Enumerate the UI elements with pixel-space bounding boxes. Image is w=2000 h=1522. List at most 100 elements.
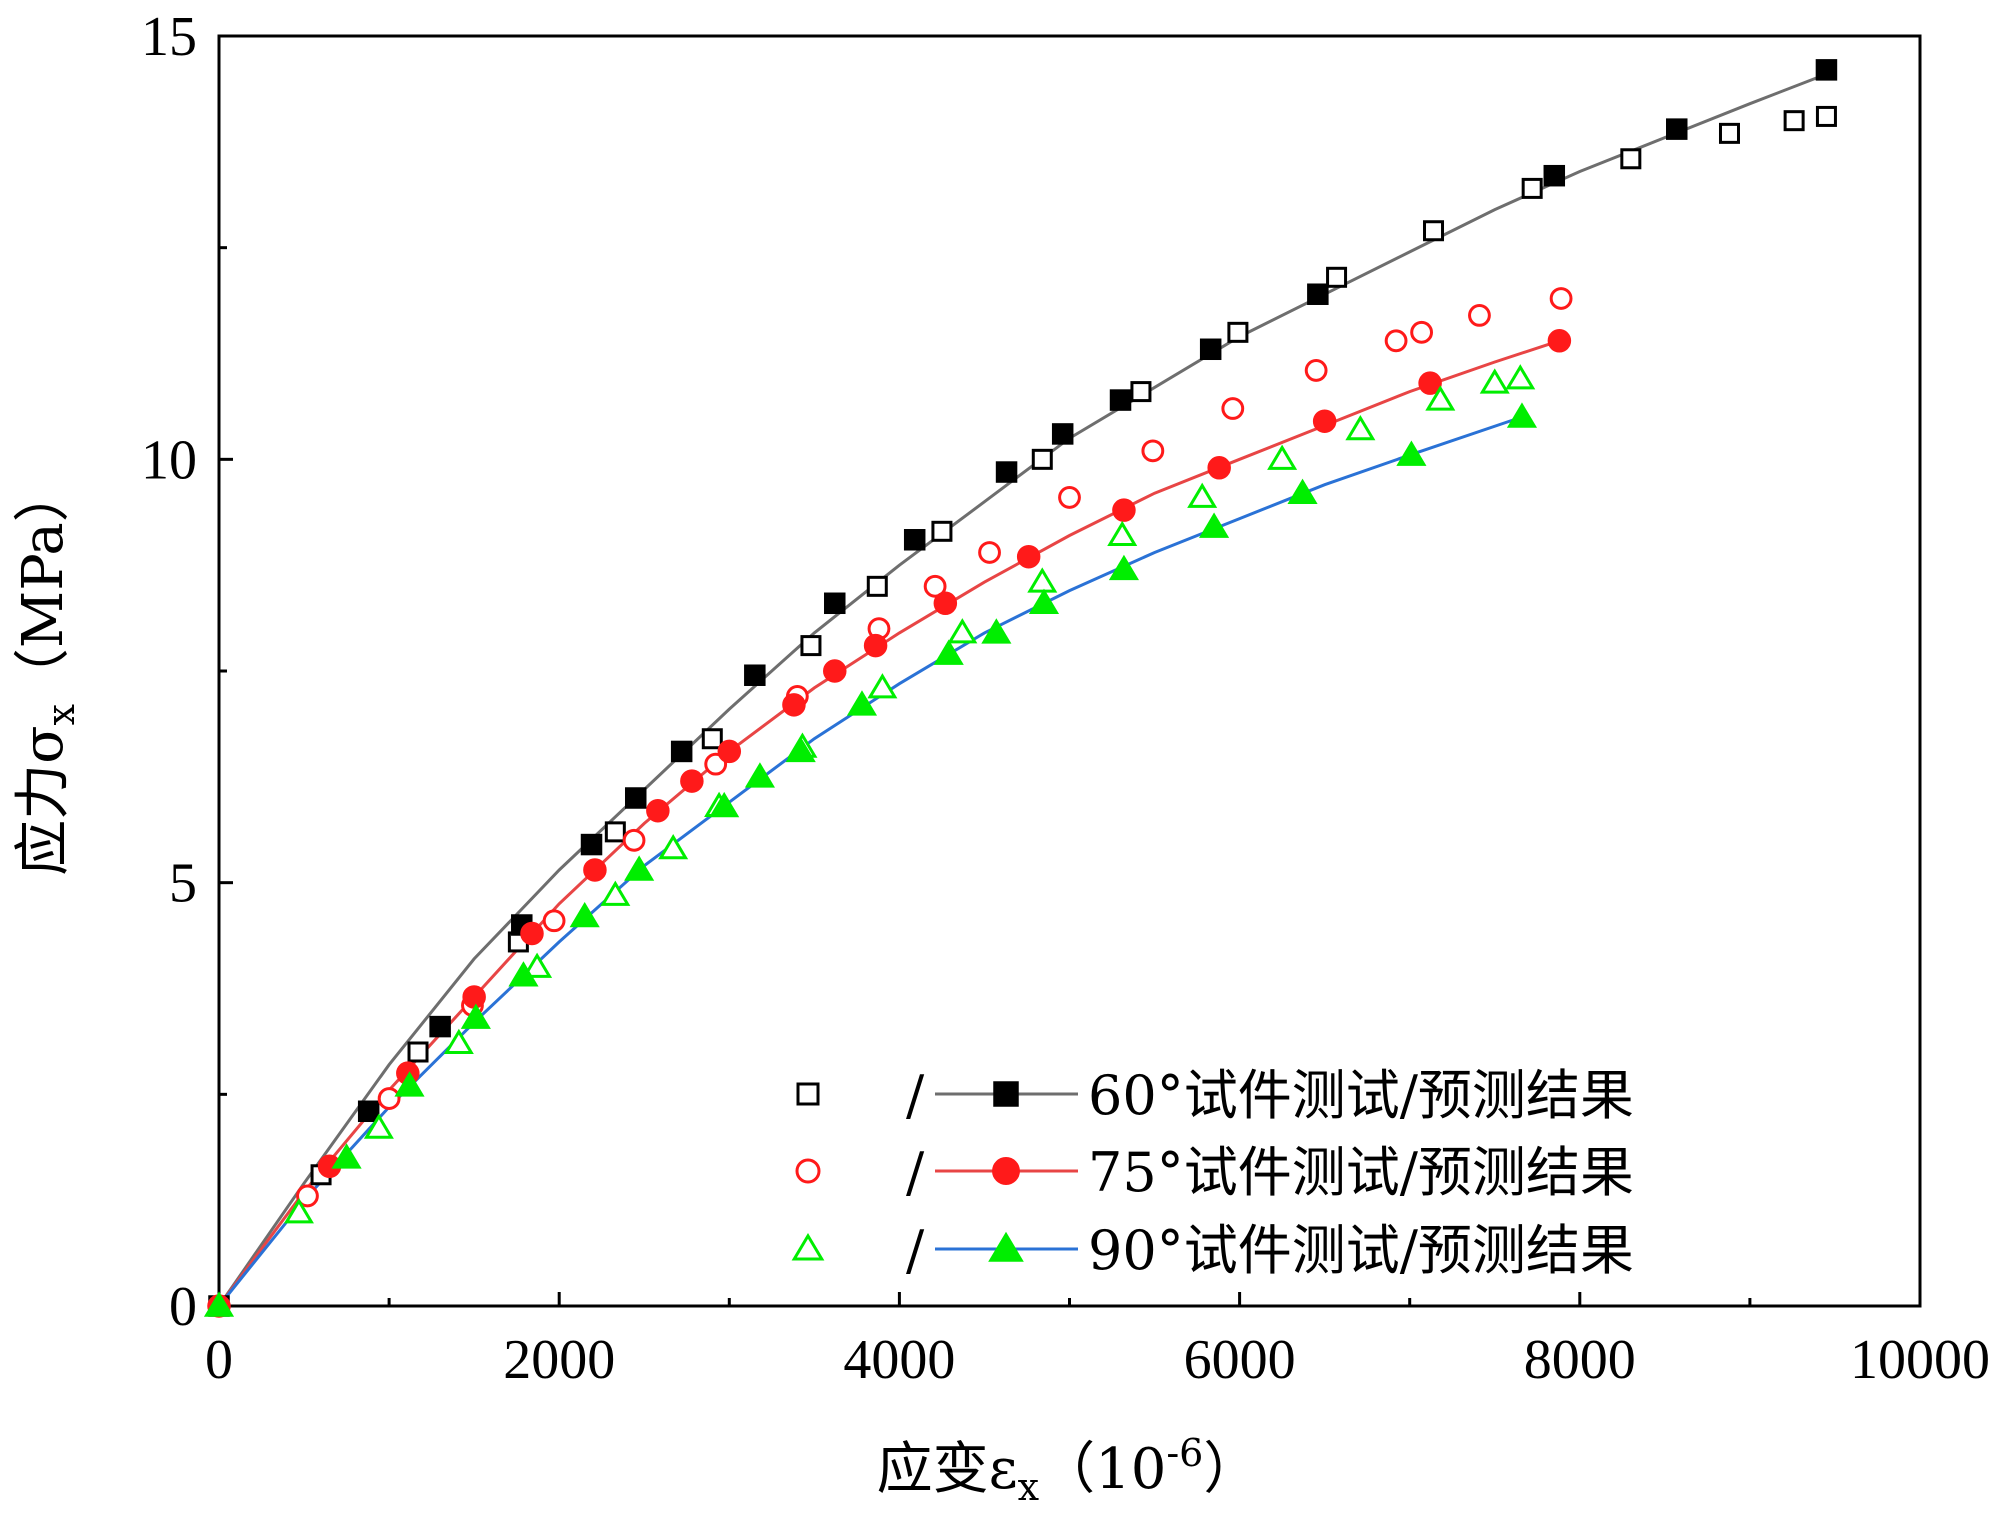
y-tick-label: 10 bbox=[141, 429, 197, 491]
predicted-point-triangle bbox=[846, 690, 878, 716]
test-point-circle bbox=[1410, 320, 1434, 344]
test-point-circle bbox=[1384, 329, 1408, 353]
predicted-point-circle bbox=[782, 693, 806, 717]
predicted-point-circle bbox=[583, 858, 607, 882]
test-point-square bbox=[1783, 110, 1805, 132]
x-tick-label: 6000 bbox=[1184, 1329, 1296, 1391]
predicted-point-circle bbox=[520, 921, 544, 946]
legend-label: 75°试件测试/预测结果 bbox=[1088, 1141, 1634, 1204]
predicted-point-triangle bbox=[1108, 554, 1140, 581]
predicted-point-triangle bbox=[785, 736, 816, 763]
test-point-triangle bbox=[1187, 482, 1218, 508]
axis-ticks: 0 2000 4000 6000 8000 10000 0 5 10 15 bbox=[141, 6, 1990, 1391]
y-tick-label: 15 bbox=[141, 6, 197, 68]
predicted-point-square bbox=[1109, 389, 1132, 411]
test-point-square bbox=[931, 520, 953, 542]
test-point-triangle bbox=[1267, 444, 1298, 470]
predicted-point-triangle bbox=[709, 791, 740, 818]
legend-test-marker bbox=[791, 1232, 825, 1261]
predicted-point-square bbox=[429, 1015, 451, 1038]
predicted-point-square bbox=[903, 529, 926, 551]
legend-predicted-marker bbox=[993, 1081, 1019, 1107]
test-point-triangle bbox=[443, 1028, 474, 1055]
test-point-square bbox=[866, 575, 888, 597]
test-point-circle bbox=[1221, 397, 1245, 420]
test-point-circle bbox=[1304, 359, 1328, 382]
test-point-square bbox=[1815, 105, 1837, 127]
predicted-point-square bbox=[580, 833, 603, 856]
predicted-point-circle bbox=[1112, 498, 1136, 522]
predicted-point-triangle bbox=[331, 1143, 362, 1169]
x-tick-label: 2000 bbox=[503, 1329, 615, 1391]
test-point-triangle bbox=[1479, 368, 1510, 394]
legend: / 60°试件测试/预测结果 / 75°试件测试/预测结果 / 90°试件测试/预测结果 bbox=[791, 1064, 1634, 1282]
predicted-point-triangle bbox=[1506, 402, 1538, 428]
legend-separator: / bbox=[906, 1141, 925, 1204]
test-point-triangle bbox=[522, 952, 553, 978]
test-point-circle bbox=[1468, 304, 1491, 327]
test-point-triangle bbox=[867, 673, 898, 699]
test-point-square bbox=[701, 728, 723, 750]
fit-curve-square bbox=[217, 72, 1827, 1307]
test-point-triangle bbox=[363, 1113, 394, 1139]
y-tick-label: 5 bbox=[169, 853, 197, 915]
x-tick-label: 8000 bbox=[1524, 1329, 1636, 1391]
test-point-square bbox=[800, 635, 822, 657]
test-point-circle bbox=[622, 828, 646, 852]
test-point-triangle bbox=[947, 618, 978, 644]
predicted-point-square bbox=[1199, 338, 1222, 361]
predicted-point-square bbox=[1307, 283, 1329, 305]
x-axis-label: 应变εx（10-6） bbox=[877, 1431, 1260, 1509]
test-point-circle bbox=[296, 1184, 319, 1208]
predicted-point-triangle bbox=[1199, 512, 1230, 538]
predicted-point-square bbox=[824, 592, 846, 615]
predicted-point-triangle bbox=[460, 1003, 491, 1029]
legend-test-marker bbox=[796, 1082, 820, 1106]
predicted-point-triangle bbox=[981, 618, 1012, 644]
predicted-point-square bbox=[1666, 118, 1688, 140]
predicted-point-circle bbox=[1418, 371, 1442, 395]
predicted-point-triangle bbox=[624, 855, 655, 881]
test-point-square bbox=[1031, 448, 1053, 470]
predicted-point-circle bbox=[1312, 409, 1337, 433]
test-point-triangle bbox=[283, 1198, 314, 1224]
predicted-point-triangle bbox=[1396, 440, 1427, 466]
predicted-point-circle bbox=[646, 798, 670, 823]
predicted-point-square bbox=[670, 740, 693, 763]
predicted-point-square bbox=[1543, 164, 1566, 187]
test-point-circle bbox=[1549, 287, 1573, 310]
legend-test-marker bbox=[795, 1158, 821, 1184]
predicted-point-triangle bbox=[508, 961, 539, 987]
test-point-triangle bbox=[658, 834, 689, 860]
legend-predicted-marker bbox=[992, 1157, 1020, 1185]
predicted-point-circle bbox=[863, 633, 888, 658]
predicted-point-square bbox=[624, 787, 647, 809]
predicted-point-triangle bbox=[203, 1291, 235, 1317]
predicted-point-circle bbox=[1016, 544, 1041, 569]
predicted-point-square bbox=[744, 664, 766, 686]
predicted-point-triangle bbox=[1028, 588, 1060, 615]
test-point-square bbox=[1227, 321, 1249, 343]
test-point-circle bbox=[923, 574, 947, 598]
x-tick-label: 0 bbox=[205, 1329, 233, 1391]
test-point-square bbox=[1130, 381, 1152, 403]
legend-predicted-marker bbox=[988, 1231, 1024, 1262]
test-point-triangle bbox=[1345, 414, 1376, 441]
test-point-triangle bbox=[1107, 520, 1138, 547]
legend-label: 60°试件测试/预测结果 bbox=[1088, 1064, 1634, 1127]
predicted-point-circle bbox=[1207, 456, 1231, 480]
predicted-point-circle bbox=[462, 985, 486, 1009]
predicted-point-square bbox=[1051, 423, 1074, 445]
predicted-point-circle bbox=[717, 739, 742, 764]
legend-separator: / bbox=[906, 1064, 925, 1127]
predicted-point-circle bbox=[933, 591, 958, 616]
predicted-point-triangle bbox=[569, 901, 600, 928]
test-point-circle bbox=[978, 541, 1001, 564]
x-tick-label: 10000 bbox=[1850, 1329, 1990, 1391]
test-point-circle bbox=[1141, 439, 1165, 463]
predicted-point-square bbox=[1815, 59, 1838, 81]
test-point-circle bbox=[542, 909, 566, 933]
data-markers bbox=[203, 59, 1838, 1318]
test-point-square bbox=[604, 821, 626, 843]
predicted-point-circle bbox=[823, 659, 847, 683]
